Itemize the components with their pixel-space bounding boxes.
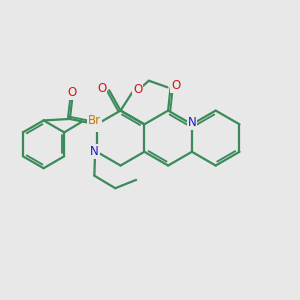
- Text: O: O: [133, 83, 142, 96]
- Text: O: O: [68, 86, 77, 99]
- Text: N: N: [90, 118, 99, 131]
- Text: O: O: [171, 79, 181, 92]
- Text: Br: Br: [88, 114, 101, 127]
- Text: O: O: [97, 82, 106, 95]
- Text: N: N: [188, 116, 196, 129]
- Text: N: N: [90, 145, 99, 158]
